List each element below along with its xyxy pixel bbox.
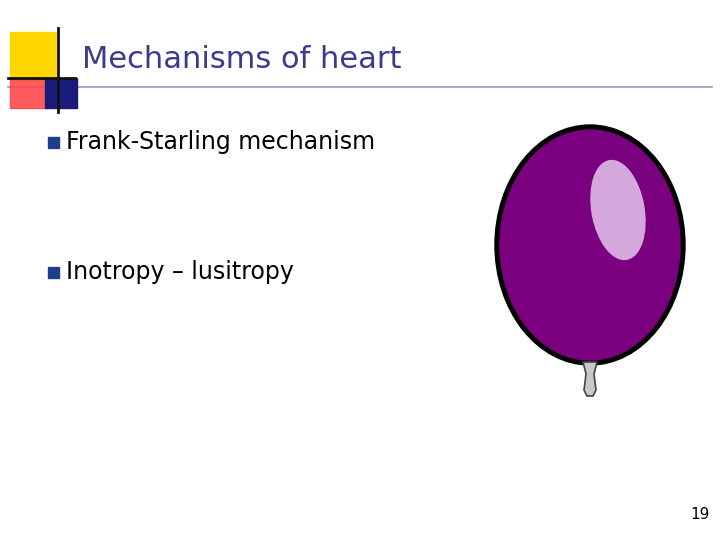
- Text: Mechanisms of heart: Mechanisms of heart: [82, 44, 402, 73]
- Text: Frank-Starling mechanism: Frank-Starling mechanism: [66, 130, 375, 154]
- Bar: [48, 267, 59, 278]
- Bar: [48, 137, 59, 148]
- Text: 19: 19: [690, 507, 710, 522]
- Bar: [10, 78, 48, 108]
- Polygon shape: [583, 362, 597, 396]
- Ellipse shape: [500, 130, 680, 360]
- Bar: [45, 78, 77, 108]
- Text: Inotropy – lusitropy: Inotropy – lusitropy: [66, 260, 294, 284]
- Ellipse shape: [591, 160, 645, 259]
- Ellipse shape: [495, 125, 685, 365]
- Bar: [10, 32, 58, 80]
